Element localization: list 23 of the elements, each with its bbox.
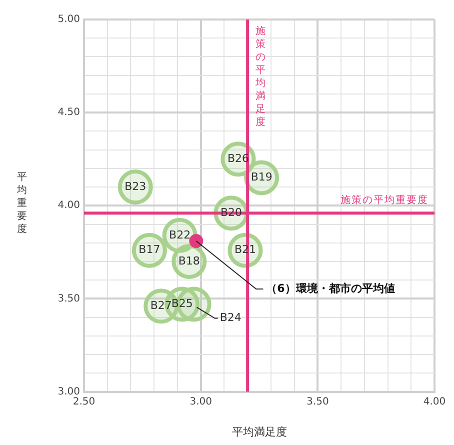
series-label: B22 [169, 228, 191, 242]
series-label: B27 [150, 299, 172, 312]
series-label: B25 [171, 297, 193, 310]
ref-line-label: 施策の平均満足度 [254, 24, 267, 128]
y-tick-label: 3.00 [58, 386, 80, 398]
series-label: B24 [220, 311, 242, 324]
text: （6）環境・都市の平均値 [266, 282, 395, 295]
x-tick-label: 4.00 [423, 396, 446, 408]
y-tick-label: 4.50 [58, 107, 80, 118]
y-tick-label: 3.50 [58, 293, 80, 304]
y-axis-title: 平均重要度 [16, 170, 28, 236]
x-axis-title: 平均満足度 [232, 425, 287, 438]
series-label: B23 [124, 180, 146, 193]
point [189, 234, 204, 248]
y-tick-label: 5.00 [58, 14, 80, 26]
x-tick-label: 3.00 [190, 396, 212, 408]
series-label: B18 [178, 254, 200, 268]
x-tick-label: 2.50 [72, 396, 96, 408]
series-label: B17 [138, 243, 160, 256]
series-label: B19 [250, 170, 272, 184]
ref-line-label: 施策の平均重要度 [340, 194, 428, 208]
x-tick-label: 3.50 [306, 396, 329, 408]
y-tick-label: 4.00 [58, 200, 80, 212]
